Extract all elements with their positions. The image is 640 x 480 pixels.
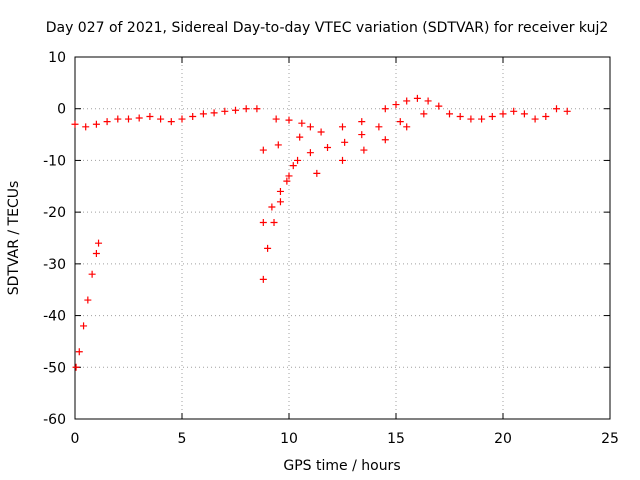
data-point	[339, 156, 346, 164]
y-tick-label: -20	[43, 205, 66, 221]
data-point	[285, 116, 293, 124]
data-point	[103, 118, 111, 126]
data-point	[135, 114, 143, 122]
x-axis: 0 5 10 15 20 25	[71, 57, 619, 447]
data-point	[306, 123, 314, 131]
data-point	[375, 123, 383, 131]
x-tick-label: 5	[178, 431, 187, 447]
chart-title: Day 027 of 2021, Sidereal Day-to-day VTE…	[46, 20, 609, 36]
data-point	[75, 348, 83, 356]
data-point	[392, 101, 400, 109]
data-point	[435, 102, 443, 110]
data-point	[210, 109, 218, 117]
data-point	[542, 112, 550, 120]
data-point	[72, 363, 80, 371]
data-point	[381, 136, 389, 144]
data-point	[413, 94, 421, 102]
data-point	[270, 218, 278, 226]
data-point	[157, 115, 165, 123]
data-point	[268, 203, 276, 211]
data-point	[253, 105, 261, 113]
y-tick-label: -30	[43, 257, 66, 273]
data-point	[294, 156, 302, 164]
data-point	[563, 107, 571, 115]
data-point	[285, 172, 293, 180]
data-point	[71, 120, 79, 128]
y-tick-label: -50	[43, 360, 66, 376]
data-point	[276, 198, 284, 206]
x-tick-label: 20	[494, 431, 512, 447]
data-point	[520, 110, 528, 118]
data-point	[274, 141, 282, 149]
x-tick-label: 10	[280, 431, 298, 447]
data-point	[92, 250, 100, 258]
data-point	[221, 107, 229, 115]
data-point	[403, 123, 411, 131]
data-point	[114, 115, 122, 123]
data-point	[306, 149, 314, 157]
data-point	[199, 110, 207, 118]
data-point	[289, 162, 297, 170]
x-tick-label: 15	[387, 431, 405, 447]
data-point	[381, 105, 389, 113]
plot-frame	[74, 56, 611, 420]
gridlines	[75, 57, 610, 419]
data-point	[272, 115, 280, 123]
y-tick-label: -40	[43, 309, 66, 325]
y-tick-label: -10	[43, 153, 66, 169]
data-point	[420, 110, 428, 118]
data-point	[125, 115, 132, 123]
data-point	[324, 144, 332, 151]
data-point	[396, 118, 404, 126]
data-point	[446, 110, 453, 118]
data-point	[178, 115, 186, 123]
data-point	[478, 115, 486, 123]
data-point	[242, 105, 250, 113]
data-point	[146, 112, 154, 120]
data-point	[84, 296, 92, 304]
data-point	[456, 112, 464, 120]
data-point	[298, 119, 306, 127]
y-axis: 10 0 -10 -20 -30 -40 -50 -60	[43, 50, 610, 428]
data-point	[232, 106, 239, 114]
y-axis-label: SDTVAR / TECUs	[6, 181, 22, 296]
data-point	[167, 118, 175, 126]
data-point	[95, 239, 103, 247]
x-tick-label: 0	[71, 431, 80, 447]
data-point	[358, 118, 366, 126]
data-point	[553, 105, 560, 113]
data-point	[276, 187, 284, 195]
data-point	[313, 169, 321, 177]
data-point	[88, 270, 96, 278]
y-tick-label: 10	[48, 50, 66, 66]
data-point	[189, 112, 197, 120]
data-point	[259, 275, 267, 283]
x-tick-label: 25	[601, 431, 619, 447]
data-point	[510, 107, 518, 115]
data-point	[82, 123, 90, 131]
x-axis-label: GPS time / hours	[283, 458, 400, 474]
data-point	[264, 244, 272, 252]
data-point	[80, 322, 88, 330]
data-point	[259, 146, 267, 154]
data-point	[283, 177, 291, 185]
data-point	[467, 115, 475, 123]
data-point	[296, 133, 304, 141]
y-tick-label: 0	[57, 102, 66, 118]
data-point	[531, 115, 539, 123]
data-point	[499, 110, 507, 118]
data-point	[341, 138, 349, 146]
data-point	[339, 123, 346, 131]
data-point	[358, 131, 366, 139]
y-tick-label: -60	[43, 412, 66, 428]
data-point	[424, 97, 432, 105]
data-points	[71, 94, 571, 371]
data-point	[317, 128, 325, 136]
data-point	[259, 218, 267, 226]
data-point	[360, 146, 368, 154]
data-point	[403, 97, 411, 105]
data-point	[488, 112, 496, 120]
data-point	[92, 120, 100, 128]
